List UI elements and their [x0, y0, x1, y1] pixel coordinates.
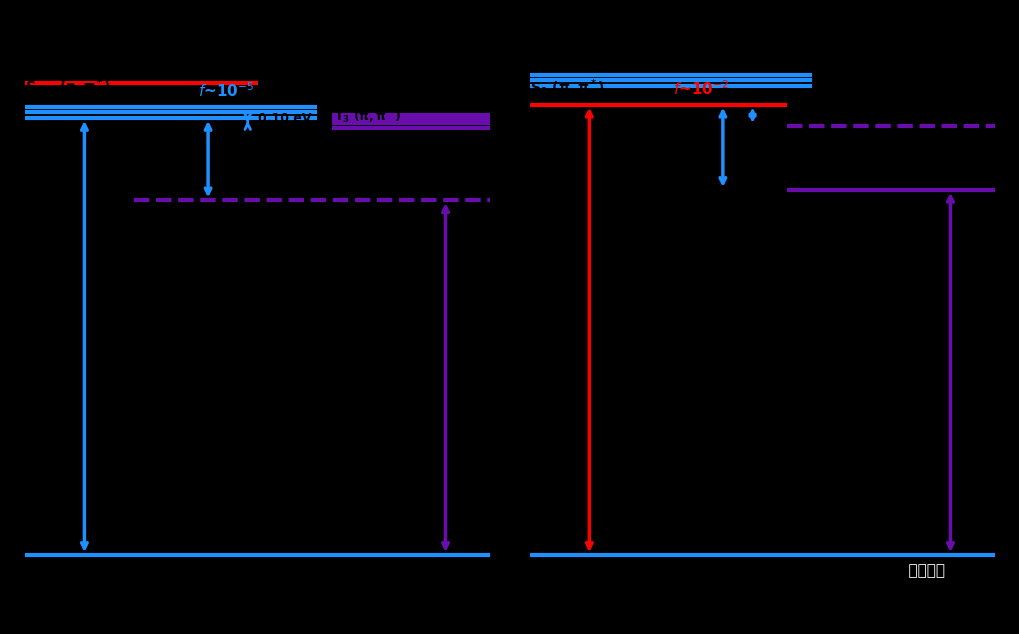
- Text: $\mathbf{T_2\ (\pi,\pi^*)}$: $\mathbf{T_2\ (\pi,\pi^*)}$: [836, 100, 910, 121]
- Text: 3.85 eV: 3.85 eV: [459, 351, 472, 404]
- Text: 0.10 eV: 0.10 eV: [258, 112, 311, 126]
- Text: $\mathbf{T_{2,4}\ (n,\pi^*)}$: $\mathbf{T_{2,4}\ (n,\pi^*)}$: [334, 90, 411, 110]
- Text: 0.22 eV: 0.22 eV: [762, 108, 815, 122]
- Text: $\mathit{f}$~10$^{-2}$: $\mathit{f}$~10$^{-2}$: [673, 79, 729, 98]
- Text: $\mathit{f}$~10$^{-5}$: $\mathit{f}$~10$^{-5}$: [198, 81, 254, 100]
- Text: 0.90 eV: 0.90 eV: [742, 141, 795, 154]
- Text: $\mathbf{T_3\ (\pi,\pi^*)}$: $\mathbf{T_3\ (\pi,\pi^*)}$: [334, 107, 400, 126]
- Text: $\mathbf{S_{2,3}\ (n,\pi^*)\ 5.05\ eV}$: $\mathbf{S_{2,3}\ (n,\pi^*)\ 5.05\ eV}$: [530, 44, 680, 68]
- Text: $\mathbf{T_1\ (\pi,\pi^*)}$: $\mathbf{T_1\ (\pi,\pi^*)}$: [334, 179, 400, 197]
- Text: (b) Solid: (b) Solid: [718, 558, 805, 576]
- Text: ξ(S₀,T₁)= 0.14 cm⁻¹
ξ(S₁,T₁)= 0.90 cm⁻¹
ξ(S₁,T₂)= 0.20 cm⁻¹: ξ(S₀,T₁)= 0.14 cm⁻¹ ξ(S₁,T₁)= 0.90 cm⁻¹ …: [603, 243, 747, 298]
- Text: 泰科科技: 泰科科技: [897, 563, 944, 578]
- Text: $\mathbf{S_0}$: $\mathbf{S_0}$: [525, 559, 546, 579]
- Text: 4.81 eV: 4.81 eV: [43, 315, 56, 368]
- Text: $\mathbf{S_3\ (\pi,\pi^*)\ 4.99\ eV}$: $\mathbf{S_3\ (\pi,\pi^*)\ 4.99\ eV}$: [25, 55, 164, 77]
- Text: (a) Gas: (a) Gas: [221, 558, 293, 576]
- Text: 3.86 eV: 3.86 eV: [968, 346, 980, 399]
- Text: $\mathbf{S_1\ (\pi,\pi^*)}$: $\mathbf{S_1\ (\pi,\pi^*)}$: [530, 77, 604, 98]
- Text: 4.76 eV: 4.76 eV: [550, 303, 564, 356]
- Text: $\mathbf{T_1}(\pi,\pi^*)$: $\mathbf{T_1}(\pi,\pi^*)$: [836, 166, 898, 187]
- Text: $\mathbf{S_{1,2}\ (n,\pi^*)}$: $\mathbf{S_{1,2}\ (n,\pi^*)}$: [25, 77, 111, 100]
- Text: $\mathbf{S_0}$: $\mathbf{S_0}$: [20, 559, 42, 579]
- Text: ξ(S₀,T₁)  = 0.21 cm⁻¹
ξ(S₁,T₁)  = 1.91 cm⁻¹
ξ(S₁,T₂,₄)= 0.05 cm⁻¹
ξ(S₁,T₃)  = 3.: ξ(S₀,T₁) = 0.21 cm⁻¹ ξ(S₁,T₁) = 1.91 cm⁻…: [119, 290, 264, 366]
- Text: 0.96 eV: 0.96 eV: [232, 148, 285, 162]
